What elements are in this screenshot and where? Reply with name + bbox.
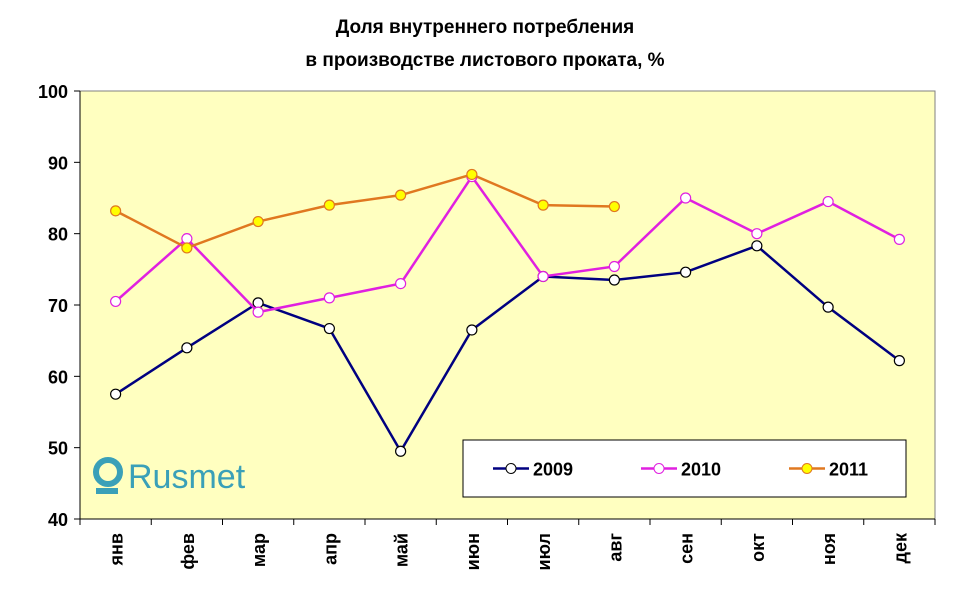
- x-tick-label: ноя: [819, 533, 839, 565]
- point: [751, 228, 763, 240]
- x-tick-label: июн: [463, 533, 483, 570]
- series-line: [115, 173, 615, 250]
- chart-title: Доля внутреннего потребления: [336, 17, 635, 38]
- logo: Rusmet: [93, 457, 246, 496]
- point: [252, 306, 264, 318]
- point: [822, 195, 834, 208]
- point: [608, 260, 620, 273]
- point: [395, 278, 407, 290]
- logo-icon-bar: [96, 488, 118, 494]
- point: [395, 445, 407, 457]
- point: [608, 200, 620, 213]
- x-tick-label: мар: [249, 533, 269, 567]
- legend-label: 2009: [533, 460, 573, 480]
- point: [608, 274, 620, 286]
- point: [466, 324, 478, 336]
- logo-icon: [93, 457, 123, 487]
- point: [323, 292, 335, 304]
- point: [181, 342, 193, 354]
- point: [680, 192, 692, 204]
- point: [110, 295, 122, 308]
- series-line: [114, 174, 900, 314]
- point: [323, 199, 335, 211]
- x-tick-label: май: [392, 533, 412, 567]
- point: [181, 242, 193, 254]
- point: [110, 205, 122, 217]
- legend-marker: [653, 463, 665, 474]
- point: [537, 270, 549, 283]
- legend: [462, 439, 907, 498]
- y-tick-label: 90: [48, 153, 68, 173]
- chart-title: в производстве листового проката, %: [305, 50, 664, 71]
- x-tick-label: янв: [107, 533, 127, 566]
- point: [181, 233, 193, 245]
- point: [252, 297, 264, 309]
- legend-marker: [505, 463, 517, 474]
- point: [252, 215, 264, 228]
- y-tick-label: 50: [48, 439, 68, 459]
- series-line: [114, 244, 901, 454]
- point: [323, 322, 335, 335]
- point: [822, 301, 834, 313]
- x-tick-label: окт: [748, 533, 768, 562]
- legend-label: 2010: [681, 460, 721, 480]
- point: [680, 266, 692, 278]
- point: [893, 355, 905, 367]
- point: [893, 233, 905, 245]
- x-tick-label: авг: [605, 533, 625, 562]
- point: [395, 189, 407, 201]
- x-tick-label: июл: [534, 533, 554, 570]
- point: [537, 199, 549, 211]
- y-tick-label: 60: [48, 367, 68, 387]
- x-tick-label: сен: [677, 533, 697, 564]
- y-tick-label: 40: [48, 510, 68, 530]
- logo-text: Rusmet: [128, 458, 246, 496]
- x-tick-label: фев: [178, 533, 198, 570]
- y-tick-label: 80: [48, 225, 68, 245]
- x-tick-label: апр: [320, 533, 340, 565]
- x-tick-label: дек: [890, 532, 910, 563]
- legend-label: 2011: [829, 460, 868, 480]
- y-tick-label: 100: [38, 82, 68, 102]
- point: [751, 240, 763, 252]
- legend-marker: [801, 463, 813, 474]
- point: [110, 388, 122, 400]
- y-tick-label: 70: [48, 296, 68, 316]
- point: [466, 168, 478, 181]
